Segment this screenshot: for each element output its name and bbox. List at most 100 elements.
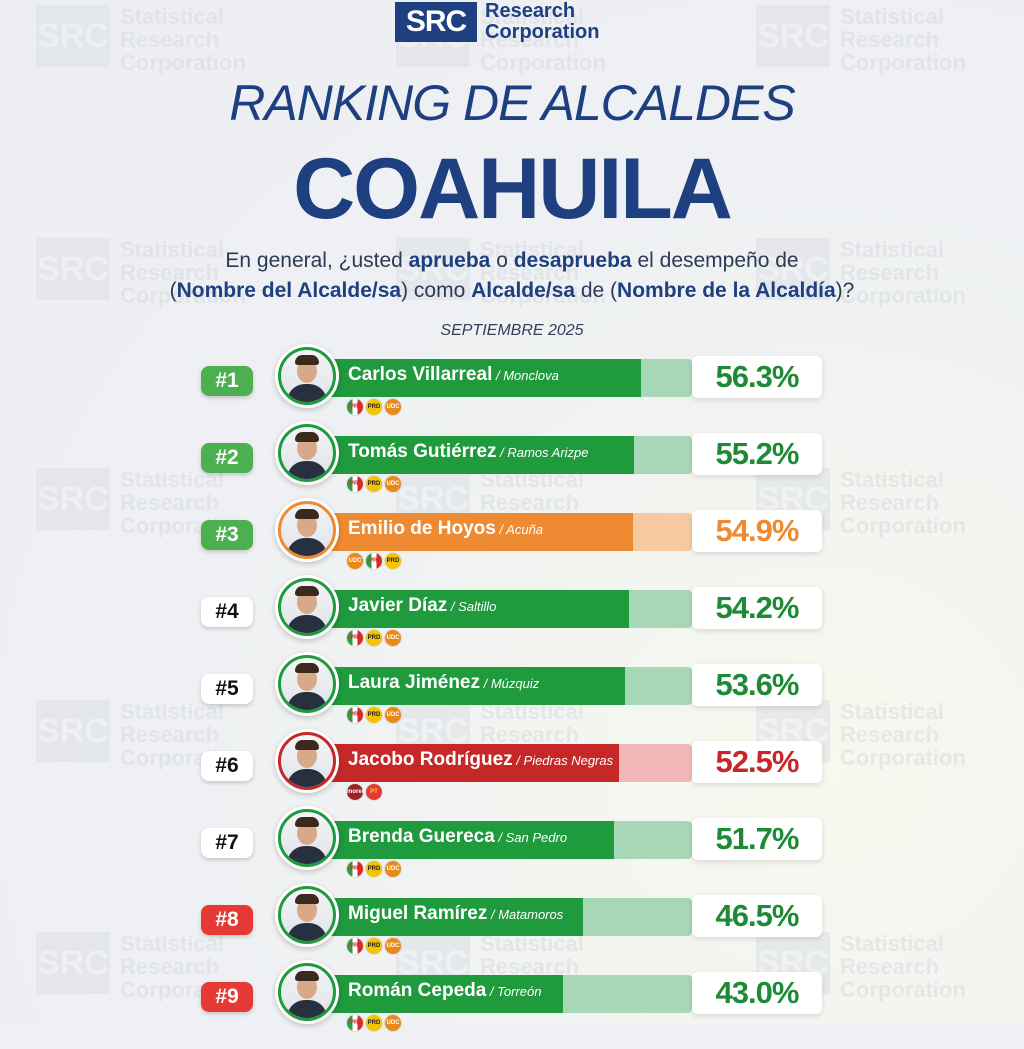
bar-track: [310, 513, 692, 551]
party-logos: PRI PRD UDC: [347, 1015, 401, 1031]
avatar-photo: [278, 809, 336, 867]
ranking-row: #4 Javier Díaz / Saltillo 54.2% PRI PRD UDC: [0, 575, 1024, 664]
avatar-photo: [278, 347, 336, 405]
municipality: / Múzquiz: [480, 676, 540, 691]
avatar-head: [297, 436, 317, 460]
party-pri-icon: PRI: [347, 707, 363, 723]
watermark-line: Research: [120, 722, 220, 747]
avatar-photo: [278, 732, 336, 790]
rank-badge: #9: [201, 982, 253, 1012]
party-udc-icon: UDC: [385, 630, 401, 646]
avatar-hair: [295, 894, 319, 904]
watermark-line: Statistical: [840, 931, 944, 956]
avatar-head: [297, 667, 317, 691]
party-morena-icon: morena: [347, 784, 369, 800]
avatar-head: [297, 975, 317, 999]
rank-badge: #6: [201, 751, 253, 781]
party-pri-icon: PRI: [347, 1015, 363, 1031]
avatar-hair: [295, 586, 319, 596]
question-bold: aprueba: [408, 249, 491, 272]
party-udc-icon: UDC: [385, 861, 401, 877]
avatar-head: [297, 898, 317, 922]
municipality: / Matamoros: [487, 907, 564, 922]
party-udc-icon: UDC: [385, 476, 401, 492]
avatar-hair: [295, 663, 319, 673]
question-text: ) como: [401, 279, 472, 302]
ranking-row: #7 Brenda Guereca / San Pedro 51.7% PRI PRD U…: [0, 806, 1024, 895]
avatar: [275, 729, 339, 793]
ranking-row: #6 Jacobo Rodríguez / Piedras Negras 52.5%…: [0, 729, 1024, 818]
bar-track: [310, 436, 692, 474]
watermark-line: Research: [840, 954, 940, 979]
approval-value: 56.3%: [692, 356, 822, 398]
party-logos: PRI PRD UDC: [347, 399, 401, 415]
avatar-photo: [278, 578, 336, 636]
bar-track: [310, 898, 692, 936]
rank-badge: #5: [201, 674, 253, 704]
party-prd-icon: PRD: [366, 476, 382, 492]
avatar: [275, 960, 339, 1024]
bar-fill: [310, 898, 583, 936]
mayor-name: Jacobo Rodríguez: [348, 749, 513, 770]
avatar-body: [287, 538, 327, 556]
avatar: [275, 344, 339, 408]
watermark-mark: SRC: [756, 5, 830, 67]
mayor-name: Brenda Guereca: [348, 826, 495, 847]
watermark-line: Research: [120, 954, 220, 979]
party-logos: PRI PRD UDC: [347, 938, 401, 954]
ranking-row: #2 Tomás Gutiérrez / Ramos Arizpe 55.2% PRI…: [0, 421, 1024, 510]
watermark-line: Statistical: [840, 237, 944, 262]
bar-fill: [310, 359, 641, 397]
watermark-line: Research: [480, 954, 580, 979]
party-pri-icon: PRI: [347, 861, 363, 877]
ranking-row: #1 Carlos Villarreal / Monclova 56.3% PRI PR…: [0, 344, 1024, 433]
ranking-row: #5 Laura Jiménez / Múzquiz 53.6% PRI PRD UDC: [0, 652, 1024, 741]
avatar-head: [297, 821, 317, 845]
party-pri-icon: PRI: [347, 476, 363, 492]
mayor-name: Javier Díaz: [348, 595, 448, 616]
avatar: [275, 806, 339, 870]
bar-track: [310, 975, 692, 1013]
avatar-body: [287, 615, 327, 633]
mayor-name: Emilio de Hoyos: [348, 518, 496, 539]
logo-mark: SRC: [395, 2, 477, 42]
watermark-line: Research: [480, 722, 580, 747]
avatar-photo: [278, 963, 336, 1021]
party-pri-icon: PRI: [347, 938, 363, 954]
bar-fill: [310, 744, 619, 782]
approval-value: 55.2%: [692, 433, 822, 475]
avatar-photo: [278, 501, 336, 559]
bar-track: [310, 667, 692, 705]
watermark-line: Research: [840, 27, 940, 52]
avatar-body: [287, 692, 327, 710]
watermark-line: Statistical: [840, 467, 944, 492]
watermark-mark: SRC: [36, 238, 110, 300]
rank-badge: #8: [201, 905, 253, 935]
party-udc-icon: UDC: [385, 1015, 401, 1031]
party-prd-icon: PRD: [366, 399, 382, 415]
watermark-line: Statistical: [120, 4, 224, 29]
avatar-hair: [295, 355, 319, 365]
watermark-mark: SRC: [36, 700, 110, 762]
question-bold: Alcalde/sa: [471, 279, 576, 302]
party-logos: morena PT: [347, 784, 382, 800]
party-prd-icon: PRD: [366, 861, 382, 877]
question-text: En general, ¿usted: [225, 249, 409, 272]
mayor-name: Carlos Villarreal: [348, 364, 493, 385]
bar-fill: [310, 667, 625, 705]
watermark-line: Research: [120, 27, 220, 52]
rank-badge: #4: [201, 597, 253, 627]
question-text: )?: [835, 279, 855, 302]
avatar-photo: [278, 655, 336, 713]
avatar-hair: [295, 509, 319, 519]
party-pri-icon: PRI: [347, 399, 363, 415]
approval-value: 54.2%: [692, 587, 822, 629]
src-logo: SRC Research Corporation: [395, 0, 599, 44]
watermark-line: Corporation: [480, 50, 606, 75]
